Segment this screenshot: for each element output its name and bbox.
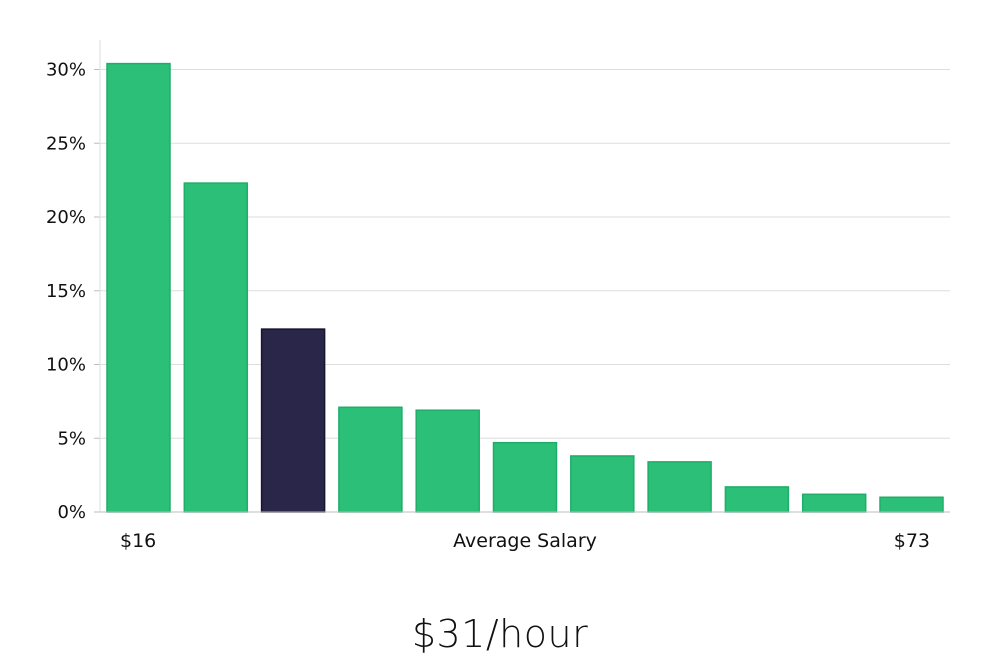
bar bbox=[492, 441, 558, 513]
y-tick-labels: 0% 5% 10% 15% 20% 25% 30% bbox=[46, 60, 86, 524]
y-tick-label: 5% bbox=[57, 428, 86, 449]
bar bbox=[724, 486, 790, 513]
bar bbox=[183, 182, 249, 513]
bar bbox=[338, 406, 403, 513]
y-tick-label: 30% bbox=[46, 60, 86, 81]
bar bbox=[647, 461, 712, 513]
bar bbox=[415, 409, 480, 513]
x-max-label: $73 bbox=[894, 530, 930, 552]
y-tick-label: 10% bbox=[46, 355, 86, 376]
bar bbox=[879, 496, 944, 513]
x-axis-label: Average Salary bbox=[453, 530, 597, 552]
x-min-label: $16 bbox=[120, 530, 156, 552]
bar-highlighted bbox=[260, 328, 326, 513]
bar bbox=[801, 493, 867, 513]
y-tick-label: 25% bbox=[46, 133, 86, 154]
bars bbox=[106, 62, 944, 513]
salary-value-label: $31/hour bbox=[411, 612, 589, 656]
y-tick-label: 20% bbox=[46, 207, 86, 228]
axes bbox=[94, 40, 950, 513]
bar bbox=[106, 62, 171, 513]
bar bbox=[570, 455, 635, 513]
y-tick-label: 0% bbox=[57, 502, 86, 523]
y-tick-label: 15% bbox=[46, 281, 86, 302]
